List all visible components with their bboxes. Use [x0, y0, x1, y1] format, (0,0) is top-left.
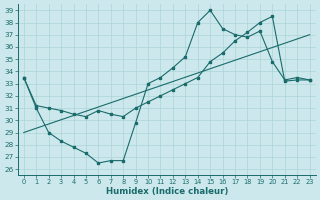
X-axis label: Humidex (Indice chaleur): Humidex (Indice chaleur) [106, 187, 228, 196]
